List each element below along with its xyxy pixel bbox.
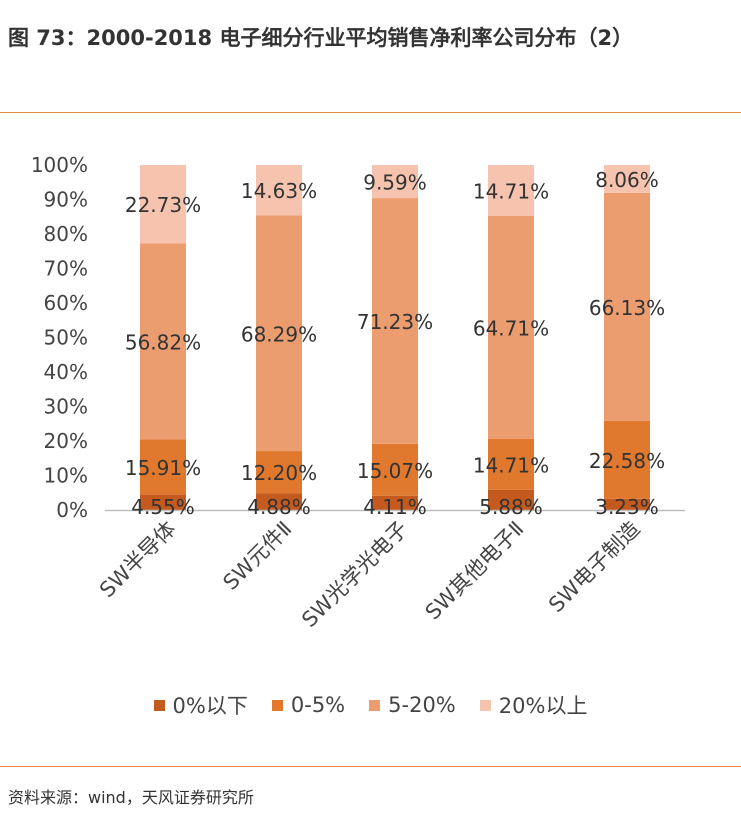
bar-segment bbox=[256, 215, 302, 452]
bar-segment bbox=[488, 489, 534, 510]
bar-segment bbox=[140, 439, 186, 495]
bar-segment bbox=[488, 438, 534, 490]
bar-segment bbox=[140, 164, 186, 244]
data-label: 5.88% bbox=[479, 495, 543, 519]
data-label: 12.20% bbox=[241, 461, 317, 485]
data-label: 14.63% bbox=[241, 179, 317, 203]
bar-segment bbox=[372, 495, 418, 510]
data-label: 64.71% bbox=[473, 316, 549, 340]
legend-swatch bbox=[271, 699, 283, 711]
y-tick-label: 70% bbox=[44, 257, 88, 281]
bar-segment bbox=[488, 215, 534, 439]
source-note: 资料来源：wind，天风证券研究所 bbox=[8, 788, 254, 807]
y-tick-label: 100% bbox=[31, 153, 88, 177]
y-tick-label: 30% bbox=[44, 395, 88, 419]
x-category-label: SW电子制造 bbox=[544, 517, 644, 617]
bar-segment bbox=[140, 243, 186, 440]
bar-segment bbox=[256, 493, 302, 510]
bar-segment bbox=[604, 498, 650, 510]
x-category-label: SW其他电子Ⅱ bbox=[421, 517, 529, 625]
x-category-label: SW半导体 bbox=[95, 517, 181, 603]
legend-label: 0-5% bbox=[290, 693, 346, 717]
data-label: 14.71% bbox=[473, 179, 549, 203]
y-tick-label: 50% bbox=[44, 326, 88, 350]
data-label: 56.82% bbox=[125, 330, 201, 354]
y-tick-label: 10% bbox=[44, 464, 88, 488]
y-tick-label: 80% bbox=[44, 222, 88, 246]
legend-label: 20%以上 bbox=[498, 694, 588, 718]
data-label: 4.55% bbox=[131, 495, 195, 519]
chart-title: 图 73：2000-2018 电子细分行业平均销售净利率公司分布（2） bbox=[8, 26, 634, 50]
data-label: 8.06% bbox=[595, 168, 659, 192]
y-tick-label: 90% bbox=[44, 188, 88, 212]
y-tick-label: 20% bbox=[44, 429, 88, 453]
bottom-divider bbox=[0, 766, 741, 767]
bar-segment bbox=[604, 420, 650, 499]
data-label: 68.29% bbox=[241, 322, 317, 346]
legend-swatch bbox=[153, 699, 165, 711]
y-tick-label: 60% bbox=[44, 291, 88, 315]
data-label: 66.13% bbox=[589, 296, 665, 320]
legend-swatch bbox=[369, 699, 381, 711]
data-label: 22.58% bbox=[589, 449, 665, 473]
x-category-label: SW元件Ⅱ bbox=[218, 517, 296, 595]
bar-segment bbox=[372, 443, 418, 496]
legend-item: 0%以下 bbox=[153, 690, 248, 720]
y-tick-label: 0% bbox=[56, 498, 88, 522]
data-label: 22.73% bbox=[125, 193, 201, 217]
bar-segment bbox=[256, 451, 302, 494]
x-category-label: SW光学光电子 bbox=[297, 517, 412, 632]
legend-label: 5-20% bbox=[388, 693, 456, 717]
bar-segment bbox=[372, 165, 418, 199]
bar-segment bbox=[488, 164, 534, 216]
stacked-bar-chart: 0% 10% 20% 30% 40% 50% 60% 70% 80% 90% 100% 4.55% 15… bbox=[31, 153, 685, 632]
data-label: 9.59% bbox=[363, 171, 427, 195]
bar-segment bbox=[140, 494, 186, 510]
legend-swatch bbox=[479, 699, 491, 711]
chart-legend: 0%以下 0-5% 5-20% 20%以上 bbox=[0, 690, 741, 720]
data-label: 4.88% bbox=[247, 495, 311, 519]
data-label: 3.23% bbox=[595, 495, 659, 519]
data-label: 15.91% bbox=[125, 456, 201, 480]
y-tick-label: 40% bbox=[44, 360, 88, 384]
bar-segment bbox=[372, 198, 418, 444]
legend-item: 20%以上 bbox=[479, 690, 588, 720]
top-divider bbox=[0, 112, 741, 113]
data-label: 4.11% bbox=[363, 495, 427, 519]
bar-segment bbox=[604, 192, 650, 421]
data-label: 71.23% bbox=[357, 310, 433, 334]
legend-item: 0-5% bbox=[271, 690, 346, 720]
bar-segment bbox=[256, 165, 302, 216]
data-label: 14.71% bbox=[473, 453, 549, 477]
data-label: 15.07% bbox=[357, 459, 433, 483]
bar-segment bbox=[604, 165, 650, 193]
legend-label: 0%以下 bbox=[172, 694, 248, 718]
legend-item: 5-20% bbox=[369, 690, 456, 720]
